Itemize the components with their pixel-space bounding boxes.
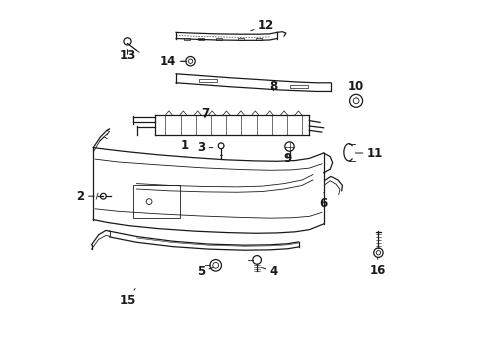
Text: 10: 10 bbox=[347, 80, 364, 97]
Text: 11: 11 bbox=[355, 147, 383, 159]
Text: 6: 6 bbox=[319, 193, 327, 210]
Text: 12: 12 bbox=[250, 19, 274, 32]
Text: 1: 1 bbox=[181, 139, 189, 157]
Text: 7: 7 bbox=[201, 107, 208, 120]
Text: 9: 9 bbox=[283, 152, 291, 165]
Text: 3: 3 bbox=[196, 141, 212, 154]
Text: 5: 5 bbox=[196, 265, 213, 278]
Text: 15: 15 bbox=[119, 289, 135, 307]
Text: 8: 8 bbox=[268, 80, 277, 93]
Text: 4: 4 bbox=[261, 265, 277, 278]
Text: 14: 14 bbox=[160, 55, 185, 68]
Text: 13: 13 bbox=[119, 49, 135, 62]
Text: 2: 2 bbox=[76, 190, 94, 203]
Text: 16: 16 bbox=[369, 257, 385, 276]
